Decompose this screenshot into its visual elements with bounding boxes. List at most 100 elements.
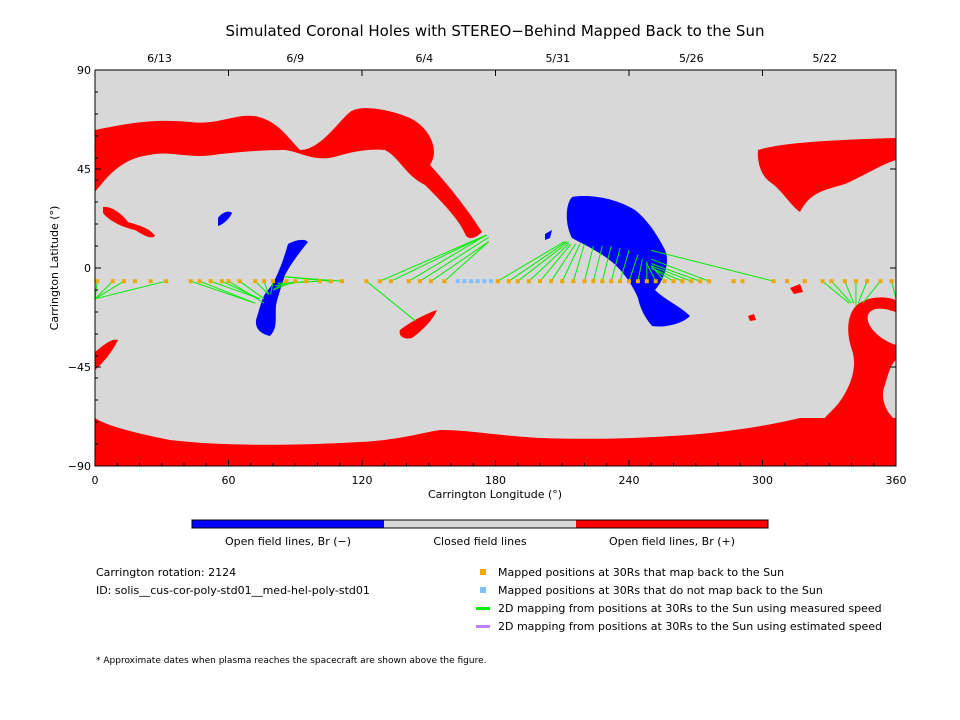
mapping-line [199, 280, 256, 304]
mapping-line [497, 241, 565, 282]
small-negative-spot [545, 230, 552, 240]
model-id: ID: solis__cus-cor-poly-std01__med-hel-p… [96, 584, 370, 597]
mapping-line [651, 249, 774, 282]
mapped-point [377, 279, 382, 284]
mapped-point [304, 279, 309, 284]
mapping-line [221, 280, 260, 300]
unmapped-square-icon [480, 587, 486, 593]
footnote: * Approximate dates when plasma reaches … [96, 656, 487, 666]
date-tick-label: 5/31 [545, 52, 570, 65]
mapped-point [95, 279, 100, 284]
mapped-point [653, 279, 658, 284]
y-tick-label: −90 [68, 460, 91, 473]
mapping-line [651, 267, 683, 282]
chart-title: Simulated Coronal Holes with STEREO−Behi… [226, 22, 765, 40]
colorbar-closed [384, 520, 576, 528]
x-axis: 0 60 120 180 240 300 360 [92, 70, 907, 487]
south-polar-hole [95, 418, 896, 466]
mapped-point [339, 279, 344, 284]
date-tick-label: 6/4 [415, 52, 433, 65]
mid-hole-south [399, 310, 437, 339]
mapped-point [317, 279, 322, 284]
mapped-point [635, 279, 640, 284]
unmapped-point [482, 279, 487, 284]
mapped-point [771, 279, 776, 284]
mapped-point [698, 279, 703, 284]
negative-coronal-holes [218, 196, 690, 336]
mapped-point [237, 279, 242, 284]
mapped-point [853, 279, 858, 284]
mapped-point [148, 279, 153, 284]
x-tick-label: 360 [886, 474, 907, 487]
mapping-line [517, 241, 570, 282]
small-spot-south [790, 284, 803, 294]
mapped-positions [95, 279, 894, 284]
colorbar-negative-label: Open field lines, Br (−) [225, 535, 351, 548]
negative-hole-west-upper [218, 211, 232, 226]
colorbar-positive-label: Open field lines, Br (+) [609, 535, 735, 548]
mapping-line [443, 241, 490, 282]
mapping-line [254, 280, 269, 295]
mapping-line [94, 280, 125, 300]
mapped-point [417, 279, 422, 284]
mapping-line [270, 281, 274, 295]
mapping-line [844, 281, 855, 304]
x-tick-label: 240 [619, 474, 640, 487]
y-tick-label: −45 [68, 361, 91, 374]
mapped-point [591, 279, 596, 284]
mapped-point [609, 279, 614, 284]
mapping-line [228, 280, 265, 304]
estimated-line-icon [476, 625, 490, 628]
mapping-line [430, 241, 490, 282]
unmapped-point [469, 279, 474, 284]
unmapped-point [489, 279, 494, 284]
mapping-line [408, 234, 487, 282]
mapped-point [164, 279, 169, 284]
x-tick-label: 120 [352, 474, 373, 487]
y-tick-label: 0 [84, 262, 91, 275]
mapped-point [253, 279, 258, 284]
mapped-point [428, 279, 433, 284]
mapped-point [515, 279, 520, 284]
mapped-point [271, 279, 275, 284]
unmapped-point [462, 279, 467, 284]
x-tick-label: 0 [92, 474, 99, 487]
mapped-point [406, 279, 411, 284]
colorbar-closed-label: Closed field lines [433, 535, 527, 548]
y-tick-label: 90 [77, 64, 91, 77]
measured-mapping-lines [94, 234, 897, 322]
mapped-point [571, 279, 576, 284]
mapping-line [650, 265, 665, 282]
colorbar-frame [191, 519, 769, 529]
mapped-point [802, 279, 807, 284]
mapped-point [644, 279, 649, 284]
mapped-point [538, 279, 542, 284]
mapping-line [390, 234, 487, 282]
mapped-point [293, 279, 298, 284]
legend-label: Mapped positions at 30Rs that do not map… [498, 584, 823, 597]
mapped-point [740, 279, 745, 284]
x-tick-label: 300 [752, 474, 773, 487]
mapped-point [829, 279, 834, 284]
mapped-point [506, 279, 511, 284]
mapped-point [262, 279, 267, 284]
x-tick-label: 60 [222, 474, 236, 487]
mapped-point [878, 279, 883, 284]
mapping-line [508, 241, 567, 282]
mapped-point [600, 279, 605, 284]
mapped-point [121, 279, 126, 284]
mapped-point [680, 279, 685, 284]
mapping-line [601, 245, 612, 282]
mapped-point [671, 279, 676, 284]
mapped-point [133, 279, 138, 284]
mapping-line [94, 280, 114, 300]
small-spot-south-2 [748, 314, 756, 321]
mapped-point [618, 279, 623, 284]
mapped-point [364, 279, 369, 284]
mapping-line [610, 248, 621, 282]
mapping-line [592, 245, 603, 282]
legend-label: Mapped positions at 30Rs that map back t… [498, 566, 785, 579]
small-hole-north [103, 206, 155, 238]
mapped-point [707, 279, 712, 284]
